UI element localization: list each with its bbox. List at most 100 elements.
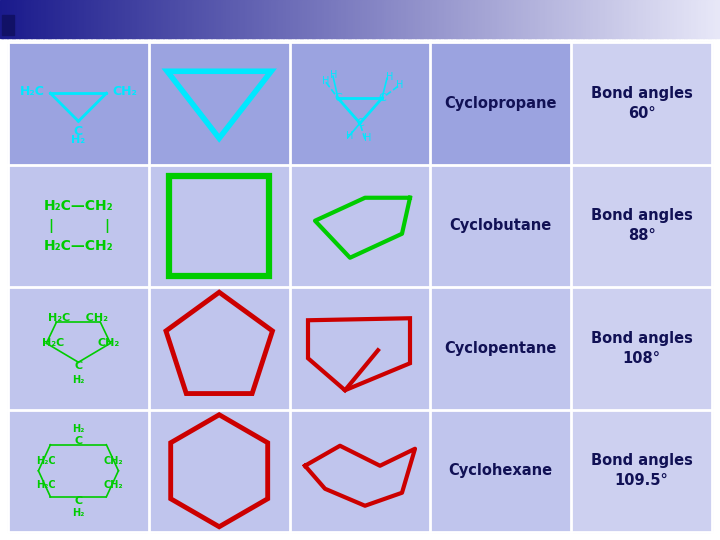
Bar xyxy=(477,0,480,38)
Bar xyxy=(289,287,431,409)
Bar xyxy=(180,0,183,38)
Bar xyxy=(156,0,159,38)
Bar xyxy=(67,0,70,38)
Bar xyxy=(17,0,19,38)
Bar xyxy=(173,0,176,38)
Bar xyxy=(358,0,361,38)
Text: H: H xyxy=(364,133,372,143)
Text: H₂C: H₂C xyxy=(20,85,45,98)
Bar xyxy=(588,0,591,38)
Bar xyxy=(686,0,689,38)
Bar xyxy=(607,0,610,38)
Bar xyxy=(718,0,720,38)
Bar xyxy=(449,0,451,38)
Bar xyxy=(684,0,687,38)
Bar xyxy=(288,0,291,38)
Bar xyxy=(110,0,113,38)
Bar xyxy=(648,0,651,38)
Bar xyxy=(158,0,161,38)
Bar xyxy=(84,0,87,38)
Bar xyxy=(405,0,408,38)
Bar xyxy=(431,42,571,165)
Bar xyxy=(149,165,289,287)
Bar xyxy=(58,0,60,38)
Bar xyxy=(502,0,505,38)
Bar xyxy=(365,0,368,38)
Bar xyxy=(286,0,289,38)
Bar xyxy=(199,0,202,38)
Bar xyxy=(574,0,577,38)
Bar xyxy=(289,409,431,532)
Bar xyxy=(562,0,564,38)
Bar xyxy=(81,0,84,38)
Bar xyxy=(432,0,435,38)
Bar xyxy=(444,0,447,38)
Bar xyxy=(367,0,370,38)
Text: H₂C—CH₂: H₂C—CH₂ xyxy=(44,199,113,213)
Bar xyxy=(63,0,66,38)
Bar xyxy=(559,0,562,38)
Bar xyxy=(461,0,464,38)
Bar xyxy=(569,0,572,38)
Bar xyxy=(689,0,692,38)
Bar xyxy=(254,0,257,38)
Bar xyxy=(667,0,670,38)
Bar xyxy=(161,0,163,38)
Bar xyxy=(427,0,430,38)
Bar xyxy=(387,0,390,38)
Bar xyxy=(125,0,127,38)
Bar xyxy=(425,0,428,38)
Bar xyxy=(557,0,559,38)
Bar xyxy=(549,0,552,38)
Bar xyxy=(660,0,663,38)
Bar xyxy=(94,0,96,38)
Text: CH₂: CH₂ xyxy=(112,85,137,98)
Bar xyxy=(497,0,500,38)
Bar xyxy=(271,0,274,38)
Bar xyxy=(423,0,426,38)
Bar xyxy=(408,0,411,38)
Bar xyxy=(463,0,466,38)
Bar xyxy=(499,0,502,38)
Bar xyxy=(473,0,476,38)
Text: H₂: H₂ xyxy=(71,135,86,145)
Bar xyxy=(149,42,289,165)
Bar xyxy=(228,0,231,38)
Bar xyxy=(14,0,17,38)
Bar xyxy=(0,0,3,38)
Bar xyxy=(516,0,519,38)
Text: CH₂: CH₂ xyxy=(97,338,120,348)
Bar xyxy=(55,0,58,38)
Bar xyxy=(430,0,433,38)
Bar xyxy=(281,0,284,38)
Text: H: H xyxy=(386,72,393,82)
Bar xyxy=(115,0,118,38)
Bar xyxy=(538,0,541,38)
Text: CH₂: CH₂ xyxy=(104,480,123,490)
Bar xyxy=(396,0,399,38)
Bar xyxy=(696,0,699,38)
Bar xyxy=(108,0,111,38)
Bar xyxy=(372,0,375,38)
Bar xyxy=(410,0,413,38)
Bar xyxy=(8,287,149,409)
Bar xyxy=(338,0,341,38)
Bar xyxy=(691,0,694,38)
Bar xyxy=(8,165,149,287)
Bar xyxy=(144,0,147,38)
Bar xyxy=(151,0,154,38)
Bar xyxy=(117,0,120,38)
Bar xyxy=(189,0,192,38)
Bar xyxy=(185,0,188,38)
Bar xyxy=(235,0,238,38)
Bar xyxy=(221,0,224,38)
Bar xyxy=(211,0,214,38)
Bar xyxy=(626,0,629,38)
Bar xyxy=(641,0,644,38)
Bar xyxy=(655,0,658,38)
Bar xyxy=(384,0,387,38)
Bar xyxy=(7,0,10,38)
Bar xyxy=(706,0,708,38)
Bar xyxy=(171,0,174,38)
Bar xyxy=(290,0,293,38)
